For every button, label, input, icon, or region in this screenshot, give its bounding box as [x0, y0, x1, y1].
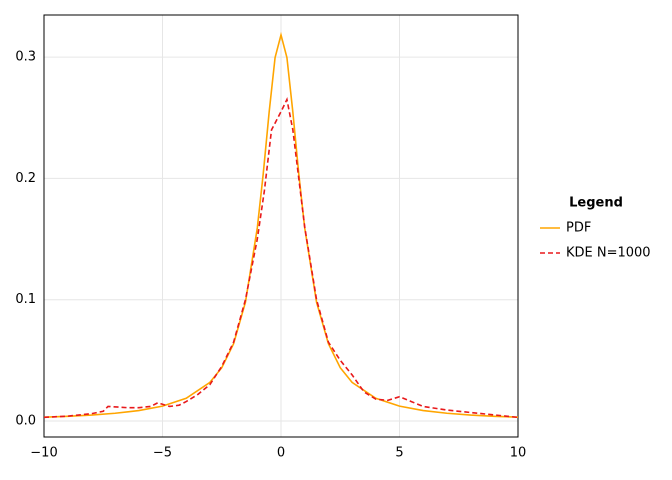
series-line [43, 31, 519, 418]
x-tick-label: 0 [277, 446, 285, 461]
series-line [43, 97, 519, 419]
x-tick-label: −5 [153, 446, 172, 461]
x-tick-label: −10 [30, 446, 57, 461]
y-tick-label: 0.0 [15, 413, 36, 428]
legend-label: PDF [566, 221, 591, 236]
plot-frame [43, 14, 519, 438]
y-tick-label: 0.3 [15, 50, 36, 65]
legend-title: Legend [569, 196, 623, 211]
legend-label: KDE N=1000 [566, 246, 651, 261]
y-tick-label: 0.1 [15, 292, 36, 307]
y-tick-label: 0.2 [15, 171, 36, 186]
x-tick-label: 5 [395, 446, 403, 461]
x-tick-label: 10 [510, 446, 527, 461]
